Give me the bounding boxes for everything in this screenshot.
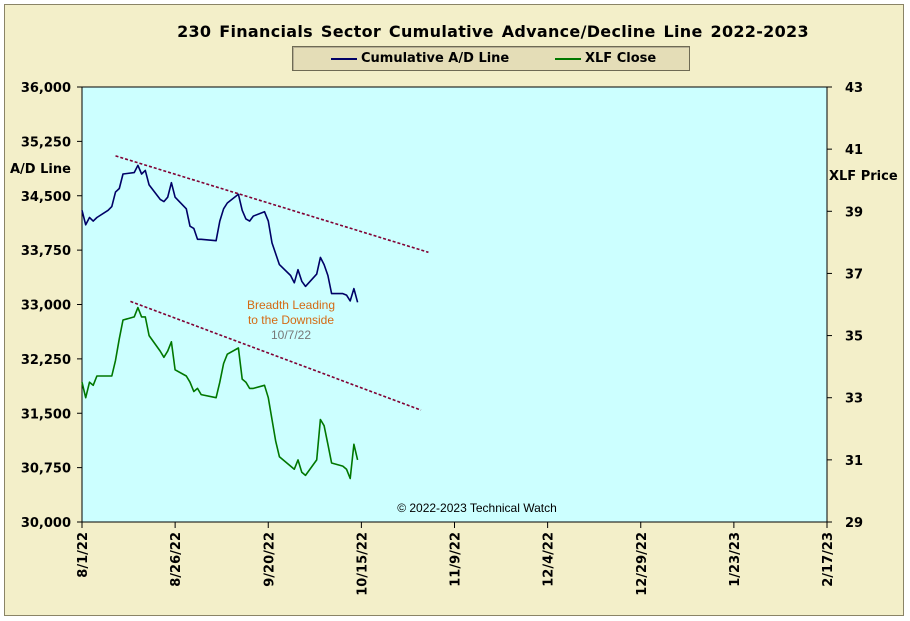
x-tick-label: 2/17/23 bbox=[821, 532, 836, 587]
y-left-tick-label: 32,250 bbox=[21, 353, 71, 368]
annotations: Breadth Leading to the Downside 10/7/22 … bbox=[247, 298, 557, 515]
trendline-1 bbox=[130, 300, 422, 411]
y-left-tick-label: 35,250 bbox=[21, 135, 71, 150]
y-left-tick-label: 36,000 bbox=[21, 81, 71, 96]
x-tick-label: 11/9/22 bbox=[449, 532, 464, 587]
annotation-breadth-line-2: to the Downside bbox=[248, 313, 334, 327]
axes: 36,000 35,250 34,500 33,750 33,000 32,250 31,5… bbox=[21, 81, 863, 596]
trendline-0 bbox=[115, 155, 429, 254]
x-tick-label: 8/26/22 bbox=[169, 532, 184, 587]
x-tick-label: 10/15/22 bbox=[355, 532, 370, 596]
trendlines bbox=[115, 155, 429, 411]
y-left-tick-label: 33,750 bbox=[21, 244, 71, 259]
annotation-breadth-line-1: Breadth Leading bbox=[247, 298, 335, 312]
x-tick-label: 1/23/23 bbox=[728, 532, 743, 587]
x-tick-label: 8/1/22 bbox=[76, 532, 91, 578]
chart-legend: Cumulative A/D Line XLF Close bbox=[292, 46, 690, 71]
legend-label-xlf: XLF Close bbox=[585, 51, 657, 66]
y-right-tick-label: 35 bbox=[845, 330, 863, 345]
series bbox=[81, 164, 359, 480]
y-left-tick-label: 30,000 bbox=[21, 516, 71, 531]
x-tick-label: 12/4/22 bbox=[542, 532, 557, 587]
y-right-tick-label: 37 bbox=[845, 267, 863, 282]
legend-swatch-ad-line bbox=[331, 58, 357, 60]
y-left-tick-label: 33,000 bbox=[21, 299, 71, 314]
copyright-text: © 2022-2023 Technical Watch bbox=[397, 501, 557, 515]
series-line-ad bbox=[81, 164, 359, 303]
y-left-tick-label: 31,500 bbox=[21, 407, 71, 422]
legend-label-ad-line: Cumulative A/D Line bbox=[361, 51, 510, 66]
legend-swatch-xlf bbox=[555, 58, 581, 60]
x-tick-label: 12/29/22 bbox=[635, 532, 650, 596]
plot-area bbox=[81, 86, 828, 523]
y-right-tick-label: 39 bbox=[845, 205, 863, 220]
y-axis-right-label: XLF Price bbox=[829, 169, 898, 184]
y-left-tick-label: 30,750 bbox=[21, 462, 71, 477]
x-tick-label: 9/20/22 bbox=[262, 532, 277, 587]
chart-title: 230 Financials Sector Cumulative Advance… bbox=[177, 22, 809, 41]
y-right-tick-label: 29 bbox=[845, 516, 863, 531]
y-left-tick-label: 34,500 bbox=[21, 190, 71, 205]
y-right-tick-label: 31 bbox=[845, 454, 863, 469]
annotation-date: 10/7/22 bbox=[271, 328, 311, 342]
y-right-tick-label: 43 bbox=[845, 81, 863, 96]
series-line-xlf bbox=[81, 306, 359, 480]
y-axis-left-label: A/D Line bbox=[10, 162, 71, 177]
y-right-tick-label: 41 bbox=[845, 143, 863, 158]
y-right-tick-label: 33 bbox=[845, 392, 863, 407]
